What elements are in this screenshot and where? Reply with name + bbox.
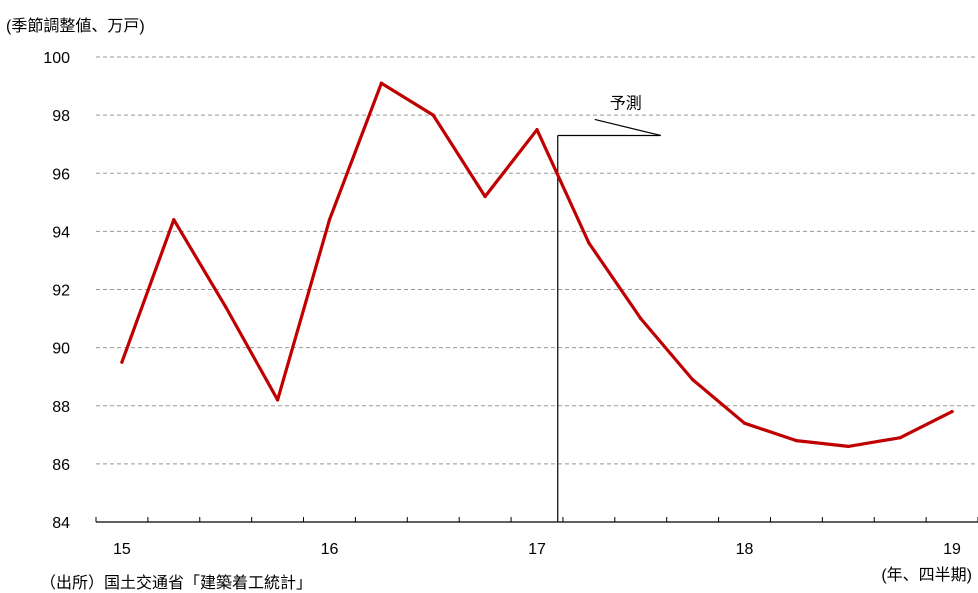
gridlines (96, 56, 978, 465)
data-point (691, 377, 695, 382)
y-tick-label: 88 (52, 399, 70, 416)
forecast-leader-line (594, 118, 661, 137)
source-note: （出所）国土交通省「建築着工統計」 (40, 575, 313, 592)
tick-labels: 84 86 88 90 92 94 96 98 100 15 16 17 18 19 (43, 50, 961, 558)
y-tick-label: 96 (52, 166, 70, 183)
data-point (327, 218, 332, 222)
forecast-label: 予測 (610, 94, 642, 112)
x-tick-label: 16 (321, 541, 339, 558)
data-point (275, 398, 280, 402)
x-tick-label: 19 (943, 541, 961, 558)
y-tick-label: 86 (52, 457, 70, 474)
y-tick-label: 98 (52, 108, 70, 125)
data-point (898, 436, 902, 440)
data-point (950, 409, 954, 414)
x-tick-label: 17 (528, 541, 546, 558)
y-tick-label: 94 (52, 224, 70, 241)
data-point (172, 218, 176, 222)
y-tick-label: 90 (52, 341, 70, 358)
data-point (224, 305, 228, 309)
data-point (483, 194, 487, 199)
x-tick-label: 18 (736, 541, 754, 558)
data-point (431, 113, 435, 117)
data-point (535, 128, 539, 132)
y-axis-unit-label: (季節調整値、万戸) (6, 18, 145, 35)
x-axis-unit-label: (年、四半期) (881, 567, 972, 584)
y-tick-label: 100 (43, 50, 70, 67)
data-point (794, 439, 799, 443)
series-layer (120, 81, 954, 449)
data-point (639, 316, 643, 321)
data-point (846, 444, 850, 449)
forecast-annotation: 予測 (557, 94, 661, 522)
y-tick-label: 92 (52, 283, 70, 300)
data-point (587, 241, 591, 245)
axes (95, 517, 978, 523)
series-line-0 (120, 81, 954, 448)
data-point (379, 81, 383, 85)
data-point (742, 421, 747, 425)
data-point (120, 360, 124, 364)
y-tick-label: 84 (52, 515, 70, 532)
x-tick-label: 15 (113, 541, 131, 558)
